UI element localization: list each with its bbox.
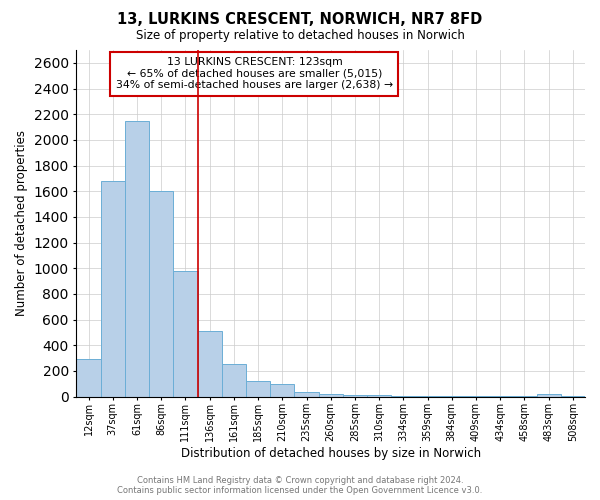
Bar <box>295 392 319 396</box>
X-axis label: Distribution of detached houses by size in Norwich: Distribution of detached houses by size … <box>181 447 481 460</box>
Bar <box>222 364 246 396</box>
Text: 13 LURKINS CRESCENT: 123sqm
← 65% of detached houses are smaller (5,015)
34% of : 13 LURKINS CRESCENT: 123sqm ← 65% of det… <box>116 57 393 90</box>
Bar <box>343 395 367 396</box>
Bar <box>149 191 173 396</box>
Text: Contains HM Land Registry data © Crown copyright and database right 2024.
Contai: Contains HM Land Registry data © Crown c… <box>118 476 482 495</box>
Bar <box>101 181 125 396</box>
Bar <box>197 331 222 396</box>
Y-axis label: Number of detached properties: Number of detached properties <box>15 130 28 316</box>
Bar <box>246 381 270 396</box>
Bar <box>173 272 197 396</box>
Bar <box>536 394 561 396</box>
Bar <box>319 394 343 396</box>
Bar <box>76 360 101 397</box>
Text: Size of property relative to detached houses in Norwich: Size of property relative to detached ho… <box>136 29 464 42</box>
Bar <box>270 384 295 396</box>
Bar <box>125 120 149 396</box>
Text: 13, LURKINS CRESCENT, NORWICH, NR7 8FD: 13, LURKINS CRESCENT, NORWICH, NR7 8FD <box>118 12 482 28</box>
